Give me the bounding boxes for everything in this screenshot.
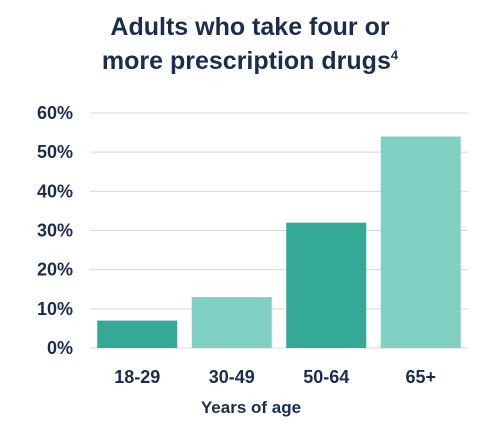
y-tick-label: 30% xyxy=(37,221,73,241)
bar-50-64 xyxy=(286,222,367,348)
bar-30-49 xyxy=(191,297,272,348)
bar-18-29 xyxy=(97,320,178,348)
chart-title-line-2: more prescription drugs4 xyxy=(0,44,500,78)
x-category-label: 50-64 xyxy=(303,367,349,387)
y-axis-ticks: 0% 10% 20% 30% 40% 50% 60% xyxy=(37,103,73,358)
bar-65+ xyxy=(380,136,461,348)
chart-title-line-2-text: more prescription drugs xyxy=(101,47,391,75)
x-axis-categories: 18-29 30-49 50-64 65+ xyxy=(114,367,436,387)
y-tick-label: 50% xyxy=(37,142,73,162)
x-axis-label: Years of age xyxy=(201,398,301,417)
title-footnote-marker: 4 xyxy=(390,47,399,63)
y-tick-label: 0% xyxy=(47,338,73,358)
y-tick-label: 10% xyxy=(37,299,73,319)
y-tick-label: 40% xyxy=(37,181,73,201)
x-category-label: 18-29 xyxy=(114,367,160,387)
chart-title-line-1: Adults who take four or xyxy=(110,13,390,41)
bars xyxy=(97,136,461,348)
x-category-label: 30-49 xyxy=(209,367,255,387)
y-tick-label: 60% xyxy=(37,103,73,123)
x-category-label: 65+ xyxy=(405,367,436,387)
chart-title: Adults who take four or more prescriptio… xyxy=(0,10,500,78)
y-tick-label: 20% xyxy=(37,260,73,280)
